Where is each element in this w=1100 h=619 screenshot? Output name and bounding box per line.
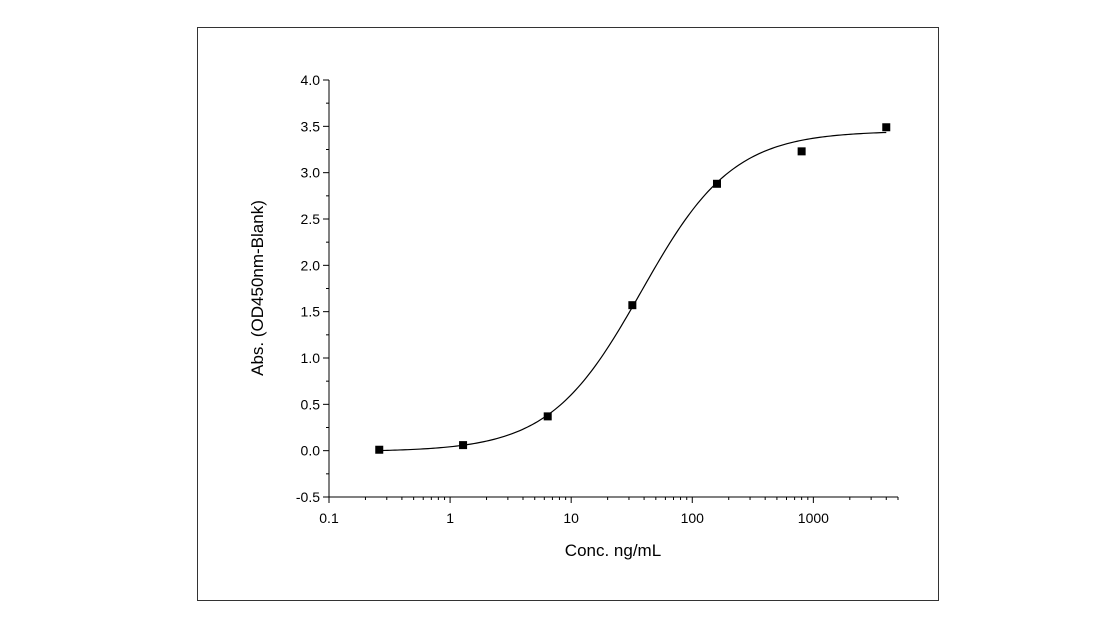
y-tick-label: 2.5 xyxy=(301,211,321,227)
data-point xyxy=(459,441,468,450)
y-tick-label: 3.0 xyxy=(301,165,321,181)
data-point xyxy=(712,179,721,188)
data-point xyxy=(375,445,384,454)
y-tick-label: 1.0 xyxy=(301,350,321,366)
y-tick-label: -0.5 xyxy=(296,489,320,505)
fit-curve xyxy=(377,131,887,452)
y-tick-label: 2.0 xyxy=(301,257,321,273)
axes xyxy=(328,80,898,498)
data-point xyxy=(882,123,891,132)
data-point xyxy=(797,147,806,156)
y-tick-label: 4.0 xyxy=(301,72,321,88)
y-axis-ticks: -0.5 0.0 0.5 1.0 1.5 2.0 2.5 3.0 3.5 4.0 xyxy=(296,72,329,505)
y-tick-label: 0.0 xyxy=(301,443,321,459)
x-axis-ticks: 0.1 1 10 100 1000 xyxy=(319,497,899,526)
chart-svg: -0.5 0.0 0.5 1.0 1.5 2.0 2.5 3.0 3.5 4.0 0.1 1 10 10… xyxy=(248,72,899,560)
x-tick-label: 10 xyxy=(563,510,579,526)
x-tick-label: 0.1 xyxy=(319,510,339,526)
x-axis-title: Conc. ng/mL xyxy=(565,541,661,560)
chart-frame: -0.5 0.0 0.5 1.0 1.5 2.0 2.5 3.0 3.5 4.0 0.1 1 10 10… xyxy=(197,27,939,601)
y-tick-label: 3.5 xyxy=(301,118,321,134)
y-tick-label: 0.5 xyxy=(301,396,321,412)
y-axis-title: Abs. (OD450nm-Blank) xyxy=(248,200,267,376)
data-point xyxy=(543,412,552,421)
data-point xyxy=(628,301,637,310)
x-tick-label: 1 xyxy=(446,510,454,526)
data-points xyxy=(375,123,891,454)
x-tick-label: 1000 xyxy=(798,510,829,526)
x-tick-label: 100 xyxy=(681,510,705,526)
y-tick-label: 1.5 xyxy=(301,304,321,320)
